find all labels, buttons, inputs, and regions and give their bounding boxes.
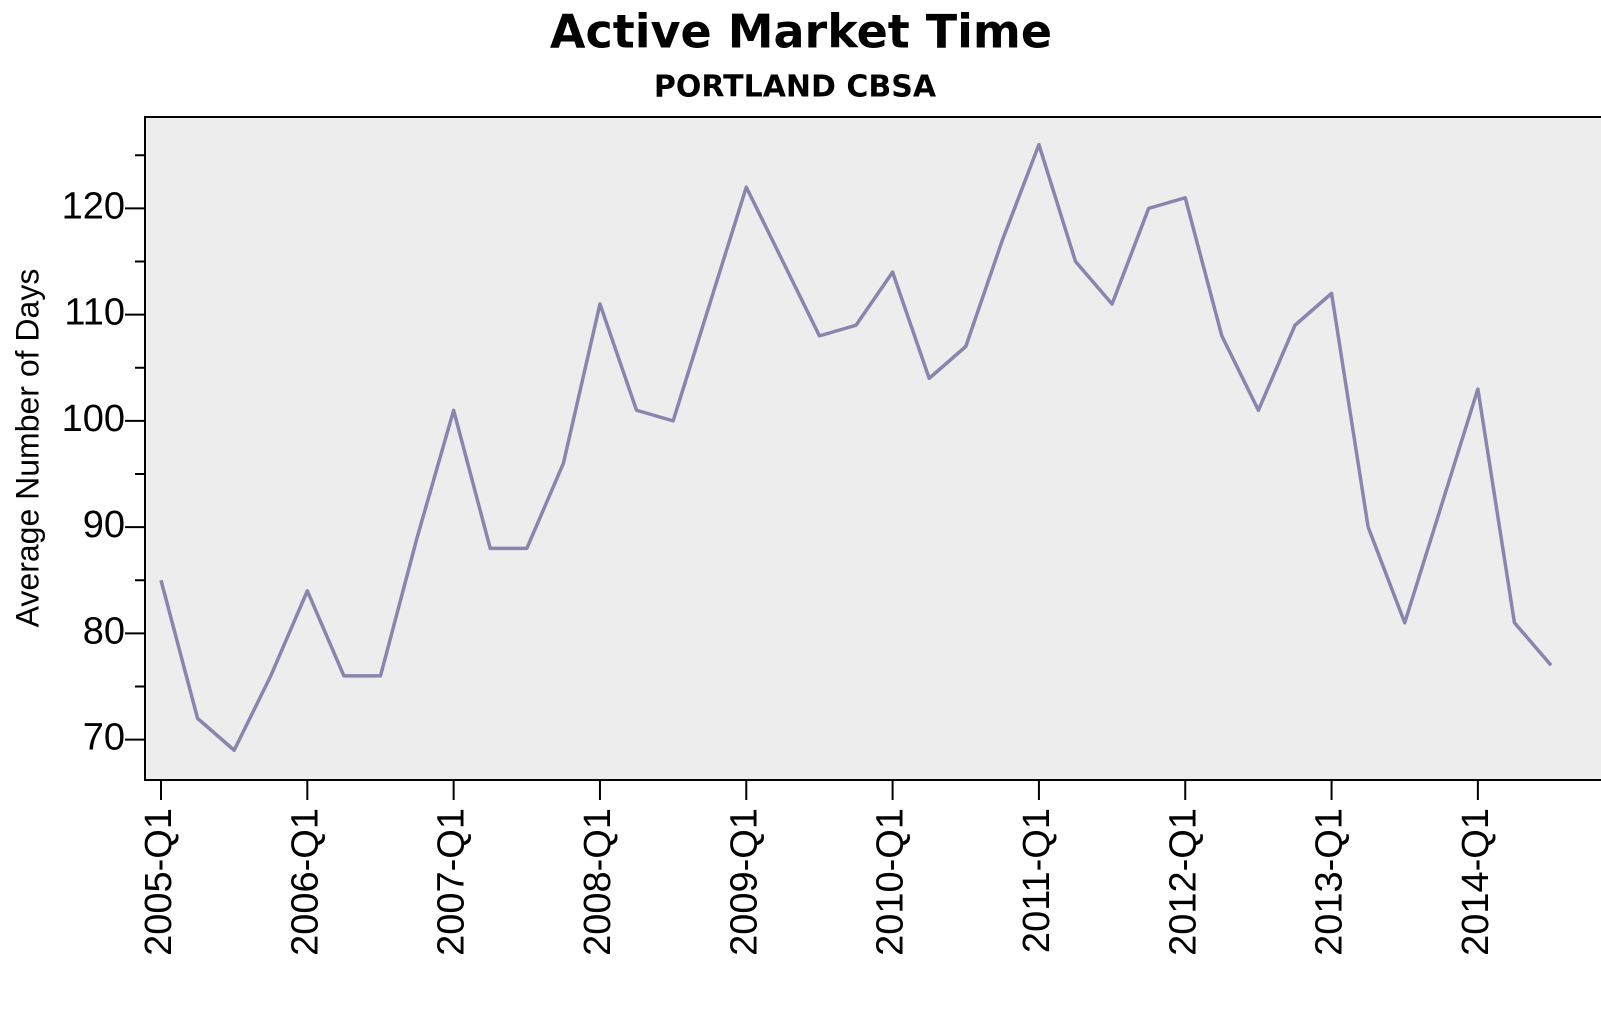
y-axis-label: Average Number of Days [9,269,45,628]
x-tick-label: 2009-Q1 [723,808,765,956]
x-tick-label: 2005-Q1 [138,808,180,956]
x-tick-label: 2014-Q1 [1455,808,1497,956]
x-tick-label: 2008-Q1 [577,808,619,956]
x-tick-label: 2012-Q1 [1162,808,1204,956]
x-tick-label: 2006-Q1 [284,808,326,956]
y-tick-label: 80 [83,610,125,652]
chart-subtitle: PORTLAND CBSA [654,70,937,105]
x-tick-label: 2011-Q1 [1016,808,1058,953]
y-tick-label: 90 [83,504,125,546]
y-tick-label: 110 [64,292,125,334]
x-tick-label: 2007-Q1 [431,808,473,956]
y-tick-label: 100 [62,398,125,440]
x-tick-label: 2010-Q1 [870,808,912,956]
chart-title: Active Market Time [550,5,1052,59]
data-line [159,142,1553,752]
plot-area [144,116,1601,781]
y-tick-label: 120 [62,185,125,227]
y-tick-label: 70 [83,717,125,759]
x-tick-label: 2013-Q1 [1309,808,1351,956]
